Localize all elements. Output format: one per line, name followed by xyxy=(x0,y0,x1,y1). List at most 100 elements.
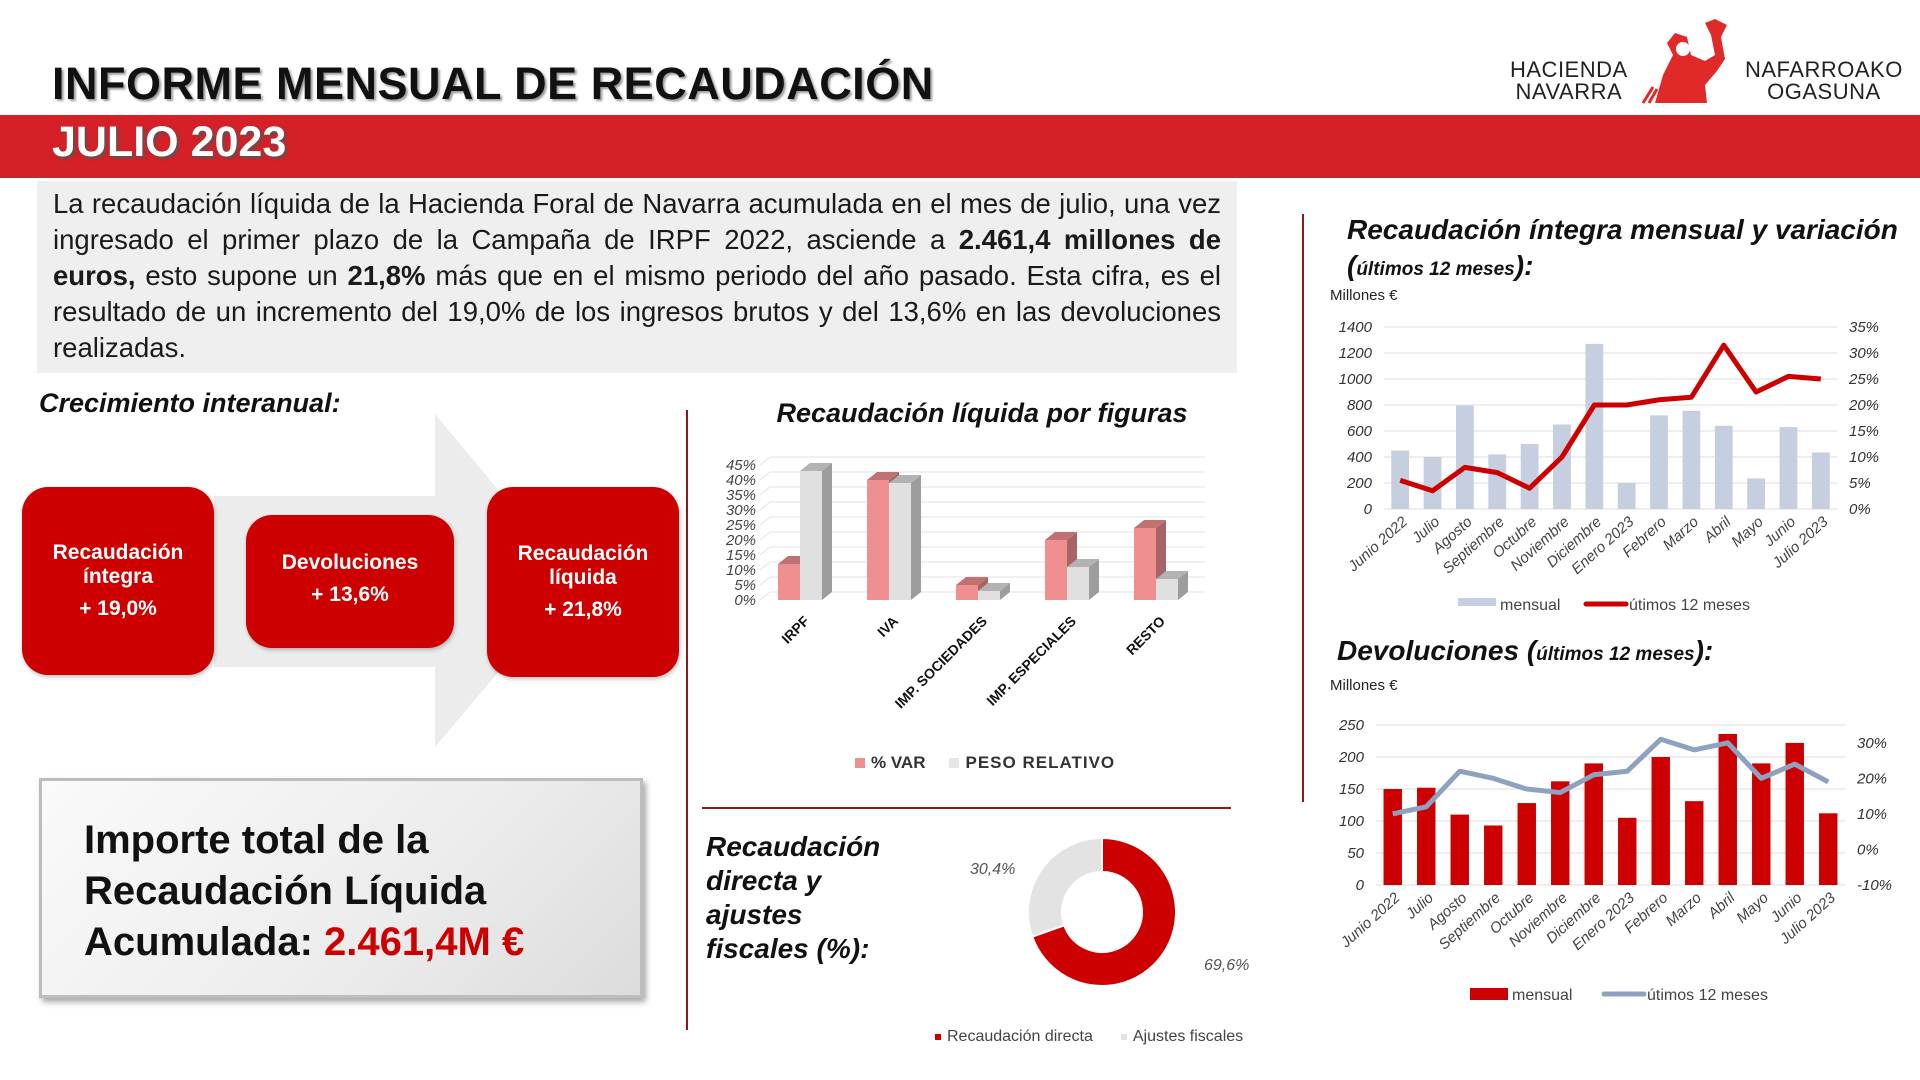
growth-box-integra: Recaudación íntegra + 19,0% xyxy=(22,487,214,675)
total-amount-box: Importe total de la Recaudación Líquida … xyxy=(39,778,643,998)
x-tick-label: Mayo xyxy=(1733,889,1772,926)
y-tick-label: 0% xyxy=(734,592,756,609)
bar-top xyxy=(1045,532,1077,540)
paren: ): xyxy=(1514,250,1534,281)
legend-label: útimos 12 meses xyxy=(1647,987,1768,1004)
y-tick-label: 35% xyxy=(726,487,756,504)
bar-top xyxy=(800,463,832,471)
legend-swatch xyxy=(1458,598,1496,606)
legend-label: Recaudación directa xyxy=(947,1028,1093,1045)
y-tick-label: 150 xyxy=(1339,781,1365,798)
total-label: Acumulada: xyxy=(84,920,325,964)
x-tick-label: Junio 2022 xyxy=(1344,513,1411,576)
bar-top xyxy=(1156,571,1188,579)
y-tick-label: 1000 xyxy=(1339,371,1373,388)
bar-mensual xyxy=(1650,415,1668,509)
gridline xyxy=(759,456,771,466)
legend-swatch xyxy=(949,758,960,768)
donut-label: 69,6% xyxy=(1204,957,1249,974)
bar-peso-relativo xyxy=(1156,579,1178,600)
bar-top xyxy=(889,475,921,483)
gridline xyxy=(759,591,771,601)
donut-title-line: directa y xyxy=(706,865,822,896)
y-tick-label: 1200 xyxy=(1339,345,1373,362)
x-tick-label: Abril xyxy=(1704,889,1739,923)
y-tick-label: 5% xyxy=(734,577,756,594)
donut-legend: Recaudación directa Ajustes fiscales xyxy=(935,1028,1243,1046)
x-tick-label: Abril xyxy=(1700,513,1735,547)
y-right-tick-label: 30% xyxy=(1849,345,1879,362)
bar--var xyxy=(1134,528,1156,600)
bar-peso-relativo xyxy=(800,471,822,600)
legend-label: Ajustes fiscales xyxy=(1132,1028,1244,1045)
y-tick-label: 800 xyxy=(1347,397,1373,414)
x-tick-label: IRPF xyxy=(778,612,812,646)
bar-side xyxy=(911,475,921,600)
divider xyxy=(702,807,1231,809)
bar--var xyxy=(956,585,978,600)
figures-chart: 0%5%10%15%20%25%30%35%40%45%IRPF IVAIMP. … xyxy=(725,456,1205,711)
y-right-tick-label: 20% xyxy=(1848,397,1879,414)
legend-swatch xyxy=(1120,1034,1127,1040)
report-month: JULIO 2023 xyxy=(52,118,287,166)
devoluciones-chart: 0 50 100 150 200 250 -10% 0% 10% 20% 30% Junio 2022… xyxy=(1337,717,1892,1004)
bar--var xyxy=(1045,540,1067,600)
devoluciones-units: Millones € xyxy=(1330,677,1398,694)
summary-text: más que en el mismo periodo del año pasa… xyxy=(53,260,1221,363)
legend-label: mensual xyxy=(1500,597,1560,614)
bar-mensual xyxy=(1682,410,1701,509)
integra-chart-title: Recaudación íntegra mensual y variación … xyxy=(1347,212,1920,288)
legend-label: útimos 12 meses xyxy=(1629,597,1750,614)
y-tick-label: 10% xyxy=(726,562,756,579)
legend-swatch xyxy=(935,1034,941,1040)
logo-right-line1: NAFARROAKO xyxy=(1745,57,1903,82)
bar-mensual xyxy=(1517,803,1536,885)
bar-mensual xyxy=(1685,801,1704,885)
line-ultimos-12-meses xyxy=(1392,736,1830,817)
bar-mensual xyxy=(1488,454,1507,509)
legend-label: mensual xyxy=(1512,987,1572,1004)
logo-left-line2: NAVARRA xyxy=(1515,79,1623,104)
bar-mensual xyxy=(1819,813,1838,885)
report-title: INFORME MENSUAL DE RECAUDACIÓN xyxy=(52,58,934,109)
y-tick-label: 100 xyxy=(1339,813,1365,830)
bar-mensual xyxy=(1383,789,1402,885)
growth-box-value: + 13,6% xyxy=(311,583,389,606)
bar-peso-relativo xyxy=(978,591,1000,600)
bar-side xyxy=(1000,583,1010,600)
bar-mensual xyxy=(1651,757,1670,885)
logo-text-right: NAFARROAKO OGASUNA xyxy=(1745,59,1903,103)
logo-figure-icon xyxy=(1641,19,1727,104)
integra-units: Millones € xyxy=(1330,287,1398,304)
paren: ): xyxy=(1694,635,1714,666)
gridline xyxy=(759,546,771,556)
bar-mensual xyxy=(1617,483,1636,509)
bar-side xyxy=(822,463,832,600)
legend-swatch xyxy=(855,758,865,768)
y-tick-label: 0 xyxy=(1356,877,1365,894)
figures-chart-title: Recaudación líquida por figuras xyxy=(776,398,1188,428)
bar-mensual xyxy=(1747,478,1766,509)
donut-chart: 69,6% 30,4% xyxy=(970,836,1249,987)
y-tick-label: 600 xyxy=(1347,423,1373,440)
bar-mensual xyxy=(1718,733,1737,885)
devoluciones-chart-title: Devoluciones (últimos 12 meses): xyxy=(1337,633,1713,673)
y-tick-label: 25% xyxy=(725,517,756,534)
divider xyxy=(686,410,688,1030)
bar-mensual xyxy=(1391,450,1410,509)
y-right-tick-label: -10% xyxy=(1857,877,1892,894)
gridline xyxy=(759,471,771,481)
total-line: Recaudación Líquida xyxy=(84,869,487,913)
y-tick-label: 200 xyxy=(1338,749,1365,766)
y-right-tick-label: 25% xyxy=(1848,371,1879,388)
y-right-tick-label: 15% xyxy=(1849,423,1879,440)
x-tick-label: IMP. ESPECIALES xyxy=(983,613,1079,709)
summary-text: La recaudación líquida de la Hacienda Fo… xyxy=(53,188,1221,255)
gridline xyxy=(759,501,771,511)
bar-mensual xyxy=(1779,427,1798,509)
donut-slice xyxy=(1030,836,1177,987)
bar-mensual xyxy=(1484,825,1503,885)
logo-right-line2: OGASUNA xyxy=(1767,79,1881,104)
bar-mensual xyxy=(1553,424,1571,509)
legend-swatch xyxy=(1470,988,1508,1000)
